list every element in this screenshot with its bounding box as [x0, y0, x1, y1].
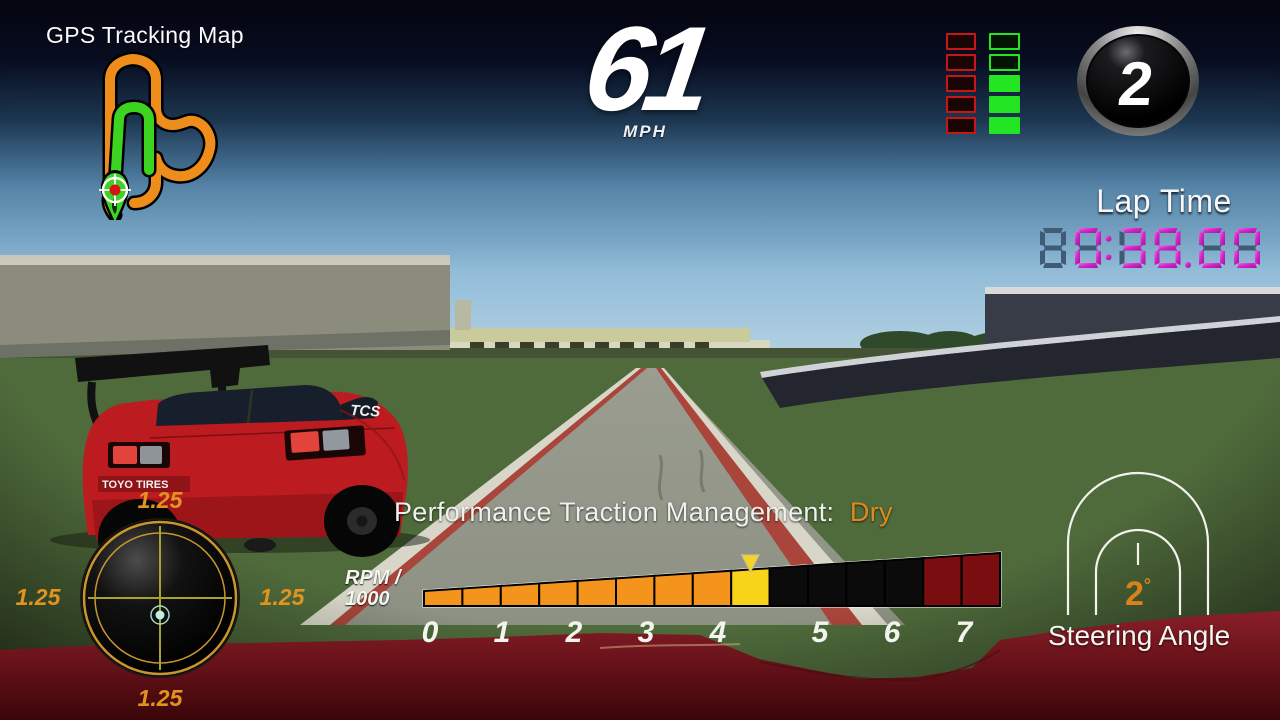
- svg-text:6: 6: [884, 616, 901, 649]
- svg-text:1: 1: [494, 616, 511, 649]
- svg-text:3: 3: [638, 616, 655, 649]
- svg-text:4: 4: [709, 616, 727, 649]
- svg-text:5: 5: [812, 616, 830, 649]
- svg-text:0: 0: [422, 616, 439, 649]
- svg-text:7: 7: [956, 616, 974, 649]
- svg-text:2: 2: [565, 616, 583, 649]
